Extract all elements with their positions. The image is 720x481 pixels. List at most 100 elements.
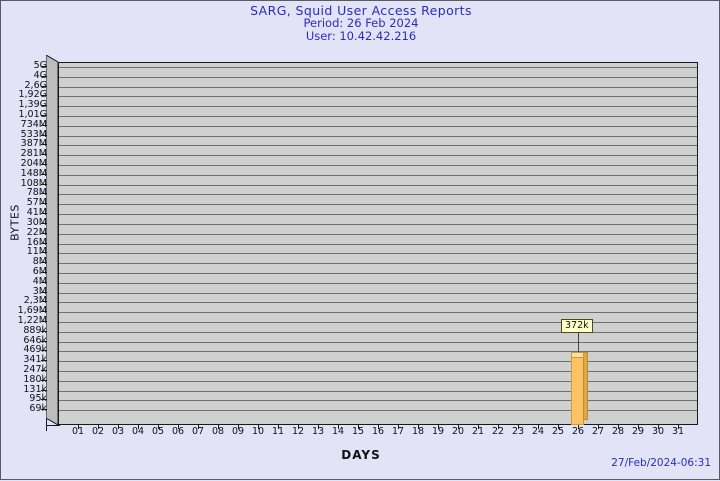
x-tick-label: 01 xyxy=(71,426,85,437)
y-tick-mark xyxy=(41,380,47,381)
x-tick-mark xyxy=(298,425,299,429)
gridline xyxy=(59,67,697,68)
y-tick-mark xyxy=(41,331,47,332)
x-tick-label: 22 xyxy=(491,426,505,437)
gridline xyxy=(59,381,697,382)
x-tick-mark xyxy=(538,425,539,429)
gridline xyxy=(59,361,697,362)
x-tick-mark xyxy=(318,425,319,429)
x-tick-mark xyxy=(578,425,579,429)
x-tick-label: 25 xyxy=(551,426,565,437)
y-tick-mark xyxy=(41,292,47,293)
gridline xyxy=(59,234,697,235)
y-tick-label: 889k xyxy=(23,325,47,336)
y-tick-label: 30M xyxy=(26,217,47,228)
x-tick-mark xyxy=(478,425,479,429)
x-tick-mark xyxy=(518,425,519,429)
x-tick-label: 28 xyxy=(611,426,625,437)
x-tick-label: 24 xyxy=(531,426,545,437)
y-tick-label: 469k xyxy=(23,344,47,355)
x-tick-mark xyxy=(238,425,239,429)
x-tick-label: 19 xyxy=(431,426,445,437)
y-tick-label: 11M xyxy=(26,246,47,257)
y-tick-label: 41M xyxy=(26,207,47,218)
x-tick-mark xyxy=(658,425,659,429)
x-tick-mark xyxy=(438,425,439,429)
y-tick-mark xyxy=(41,390,47,391)
gridline xyxy=(59,165,697,166)
x-tick-label: 20 xyxy=(451,426,465,437)
gridline xyxy=(59,224,697,225)
x-axis-title: DAYS xyxy=(341,448,381,462)
x-tick-label: 12 xyxy=(291,426,305,437)
y-tick-mark xyxy=(41,350,47,351)
y-tick-mark xyxy=(41,399,47,400)
x-tick-mark xyxy=(398,425,399,429)
x-tick-mark xyxy=(258,425,259,429)
x-tick-label: 30 xyxy=(651,426,665,437)
y-tick-label: 204M xyxy=(20,158,47,169)
y-tick-label: 69k xyxy=(29,403,47,414)
x-tick-label: 07 xyxy=(191,426,205,437)
x-tick-label: 15 xyxy=(351,426,365,437)
gridline xyxy=(59,400,697,401)
y-tick-mark xyxy=(41,272,47,273)
y-tick-mark xyxy=(41,66,47,67)
gridline xyxy=(59,244,697,245)
y-tick-mark xyxy=(41,164,47,165)
x-tick-label: 29 xyxy=(631,426,645,437)
gridline xyxy=(59,293,697,294)
x-tick-mark xyxy=(278,425,279,429)
x-tick-mark xyxy=(418,425,419,429)
gridline xyxy=(59,263,697,264)
y-tick-label: 1,39G xyxy=(18,99,47,110)
x-tick-label: 17 xyxy=(391,426,405,437)
y-tick-label: 1,69M xyxy=(17,305,47,316)
x-tick-label: 27 xyxy=(591,426,605,437)
y-tick-label: 341k xyxy=(23,354,47,365)
plot-3d-left-face xyxy=(46,55,58,425)
y-tick-mark xyxy=(41,321,47,322)
y-tick-label: 387M xyxy=(20,138,47,149)
x-tick-label: 08 xyxy=(211,426,225,437)
y-tick-mark xyxy=(41,184,47,185)
y-tick-label: 22M xyxy=(26,227,47,238)
gridline xyxy=(59,96,697,97)
y-tick-label: 148M xyxy=(20,168,47,179)
gridline xyxy=(59,312,697,313)
y-tick-label: 2,6G xyxy=(24,80,47,91)
gridline xyxy=(59,351,697,352)
x-tick-mark xyxy=(598,425,599,429)
y-tick-label: 734M xyxy=(20,119,47,130)
gridline xyxy=(59,214,697,215)
y-tick-mark xyxy=(41,105,47,106)
x-tick-mark xyxy=(78,425,79,429)
y-tick-mark xyxy=(41,95,47,96)
x-tick-mark xyxy=(458,425,459,429)
x-tick-label: 11 xyxy=(271,426,285,437)
gridline xyxy=(59,371,697,372)
gridline xyxy=(59,253,697,254)
bar-label-stem xyxy=(578,331,579,352)
y-tick-label: 533M xyxy=(20,129,47,140)
y-axis-ticks: 5G4G2,6G1,92G1,39G1,01G734M533M387M281M2… xyxy=(1,1,47,481)
gridline xyxy=(59,126,697,127)
bar-value-label: 372k xyxy=(561,319,593,333)
x-tick-mark xyxy=(178,425,179,429)
x-tick-label: 16 xyxy=(371,426,385,437)
y-tick-mark xyxy=(41,86,47,87)
gridline xyxy=(59,136,697,137)
x-tick-label: 31 xyxy=(671,426,685,437)
gridline xyxy=(59,391,697,392)
x-tick-mark xyxy=(98,425,99,429)
x-tick-mark xyxy=(378,425,379,429)
y-tick-label: 4G xyxy=(34,71,47,81)
y-tick-mark xyxy=(41,144,47,145)
gridline xyxy=(59,332,697,333)
x-tick-mark xyxy=(618,425,619,429)
y-tick-label: 8M xyxy=(32,256,47,267)
y-tick-label: 6M xyxy=(32,266,47,277)
gridline xyxy=(59,87,697,88)
x-tick-label: 13 xyxy=(311,426,325,437)
